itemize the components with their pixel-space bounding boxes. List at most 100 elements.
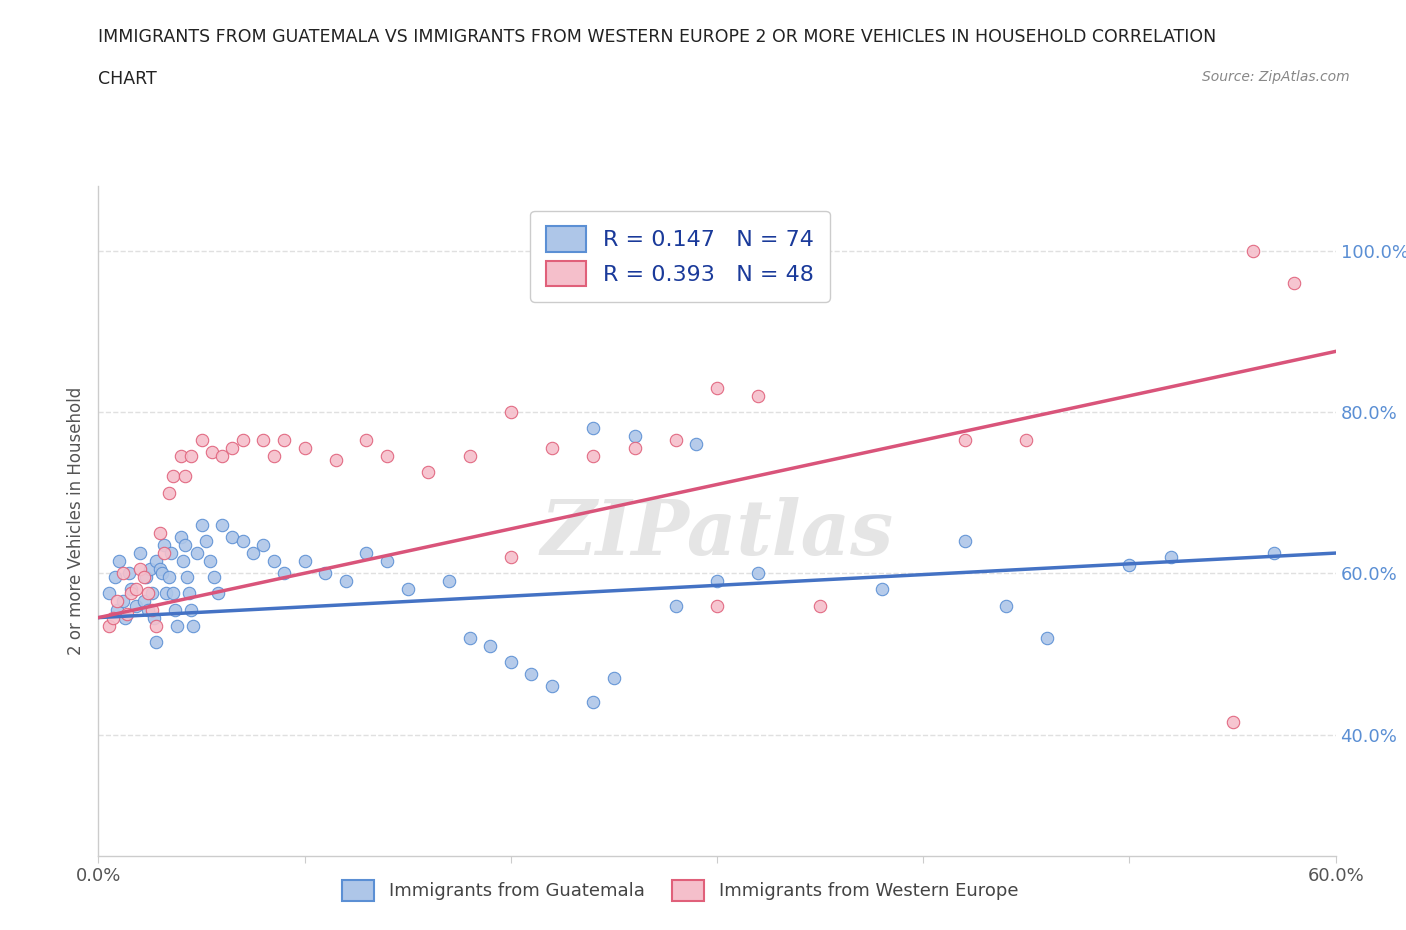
Point [105,602,128,617]
Point [153,546,176,561]
Point [953,534,976,549]
Point [145,618,167,633]
Point [174,538,197,552]
Point [157,570,180,585]
Legend: Immigrants from Guatemala, Immigrants from Western Europe: Immigrants from Guatemala, Immigrants fr… [329,868,1031,913]
Point [162,469,184,484]
Point [120,582,142,597]
Point [706,574,728,589]
Point [157,485,180,500]
Y-axis label: 2 or more Vehicles in Household: 2 or more Vehicles in Household [66,387,84,655]
Point [207,586,229,601]
Point [706,380,728,395]
Point [458,449,481,464]
Point [132,570,155,585]
Point [149,525,172,540]
Point [356,432,378,447]
Point [179,586,201,601]
Text: ZIPatlas: ZIPatlas [540,498,894,571]
Point [1160,550,1182,565]
Point [155,586,177,601]
Point [211,449,233,464]
Point [163,602,186,617]
Point [232,432,254,447]
Point [114,610,136,625]
Point [706,598,728,613]
Point [149,562,172,577]
Point [1263,546,1285,561]
Point [150,565,173,580]
Point [325,453,347,468]
Point [145,553,167,568]
Text: CHART: CHART [98,70,157,87]
Point [181,618,204,633]
Point [375,553,398,568]
Point [112,565,135,580]
Point [1118,558,1140,573]
Point [273,432,295,447]
Point [1284,275,1306,290]
Point [232,534,254,549]
Point [190,432,212,447]
Point [108,553,131,568]
Point [162,586,184,601]
Point [170,449,193,464]
Point [117,606,139,621]
Point [396,582,419,597]
Point [153,538,176,552]
Point [623,429,645,444]
Point [994,598,1017,613]
Point [143,610,166,625]
Point [201,445,224,459]
Point [194,534,217,549]
Point [1222,715,1244,730]
Point [314,565,336,580]
Point [180,449,202,464]
Point [118,565,141,580]
Point [252,432,274,447]
Point [166,618,188,633]
Point [135,570,157,585]
Point [186,546,208,561]
Point [953,432,976,447]
Point [97,586,120,601]
Text: IMMIGRANTS FROM GUATEMALA VS IMMIGRANTS FROM WESTERN EUROPE 2 OR MORE VEHICLES I: IMMIGRANTS FROM GUATEMALA VS IMMIGRANTS … [98,28,1216,46]
Point [128,546,150,561]
Point [418,465,440,480]
Point [603,671,626,685]
Point [582,695,605,710]
Point [685,437,707,452]
Point [190,517,212,532]
Point [136,602,159,617]
Point [263,449,285,464]
Point [141,602,163,617]
Point [202,570,225,585]
Point [870,582,893,597]
Point [97,618,120,633]
Point [499,405,522,419]
Point [479,638,502,653]
Point [1015,432,1038,447]
Point [128,562,150,577]
Point [541,679,564,694]
Point [294,553,316,568]
Point [170,529,193,544]
Point [132,594,155,609]
Point [665,432,688,447]
Point [623,441,645,456]
Point [499,550,522,565]
Point [273,565,295,580]
Point [180,602,202,617]
Point [356,546,378,561]
Point [174,469,197,484]
Point [541,441,564,456]
Point [747,389,769,404]
Point [145,634,167,649]
Point [252,538,274,552]
Point [294,441,316,456]
Point [159,546,181,561]
Point [136,586,159,601]
Text: Source: ZipAtlas.com: Source: ZipAtlas.com [1202,70,1350,84]
Point [335,574,357,589]
Point [1036,631,1059,645]
